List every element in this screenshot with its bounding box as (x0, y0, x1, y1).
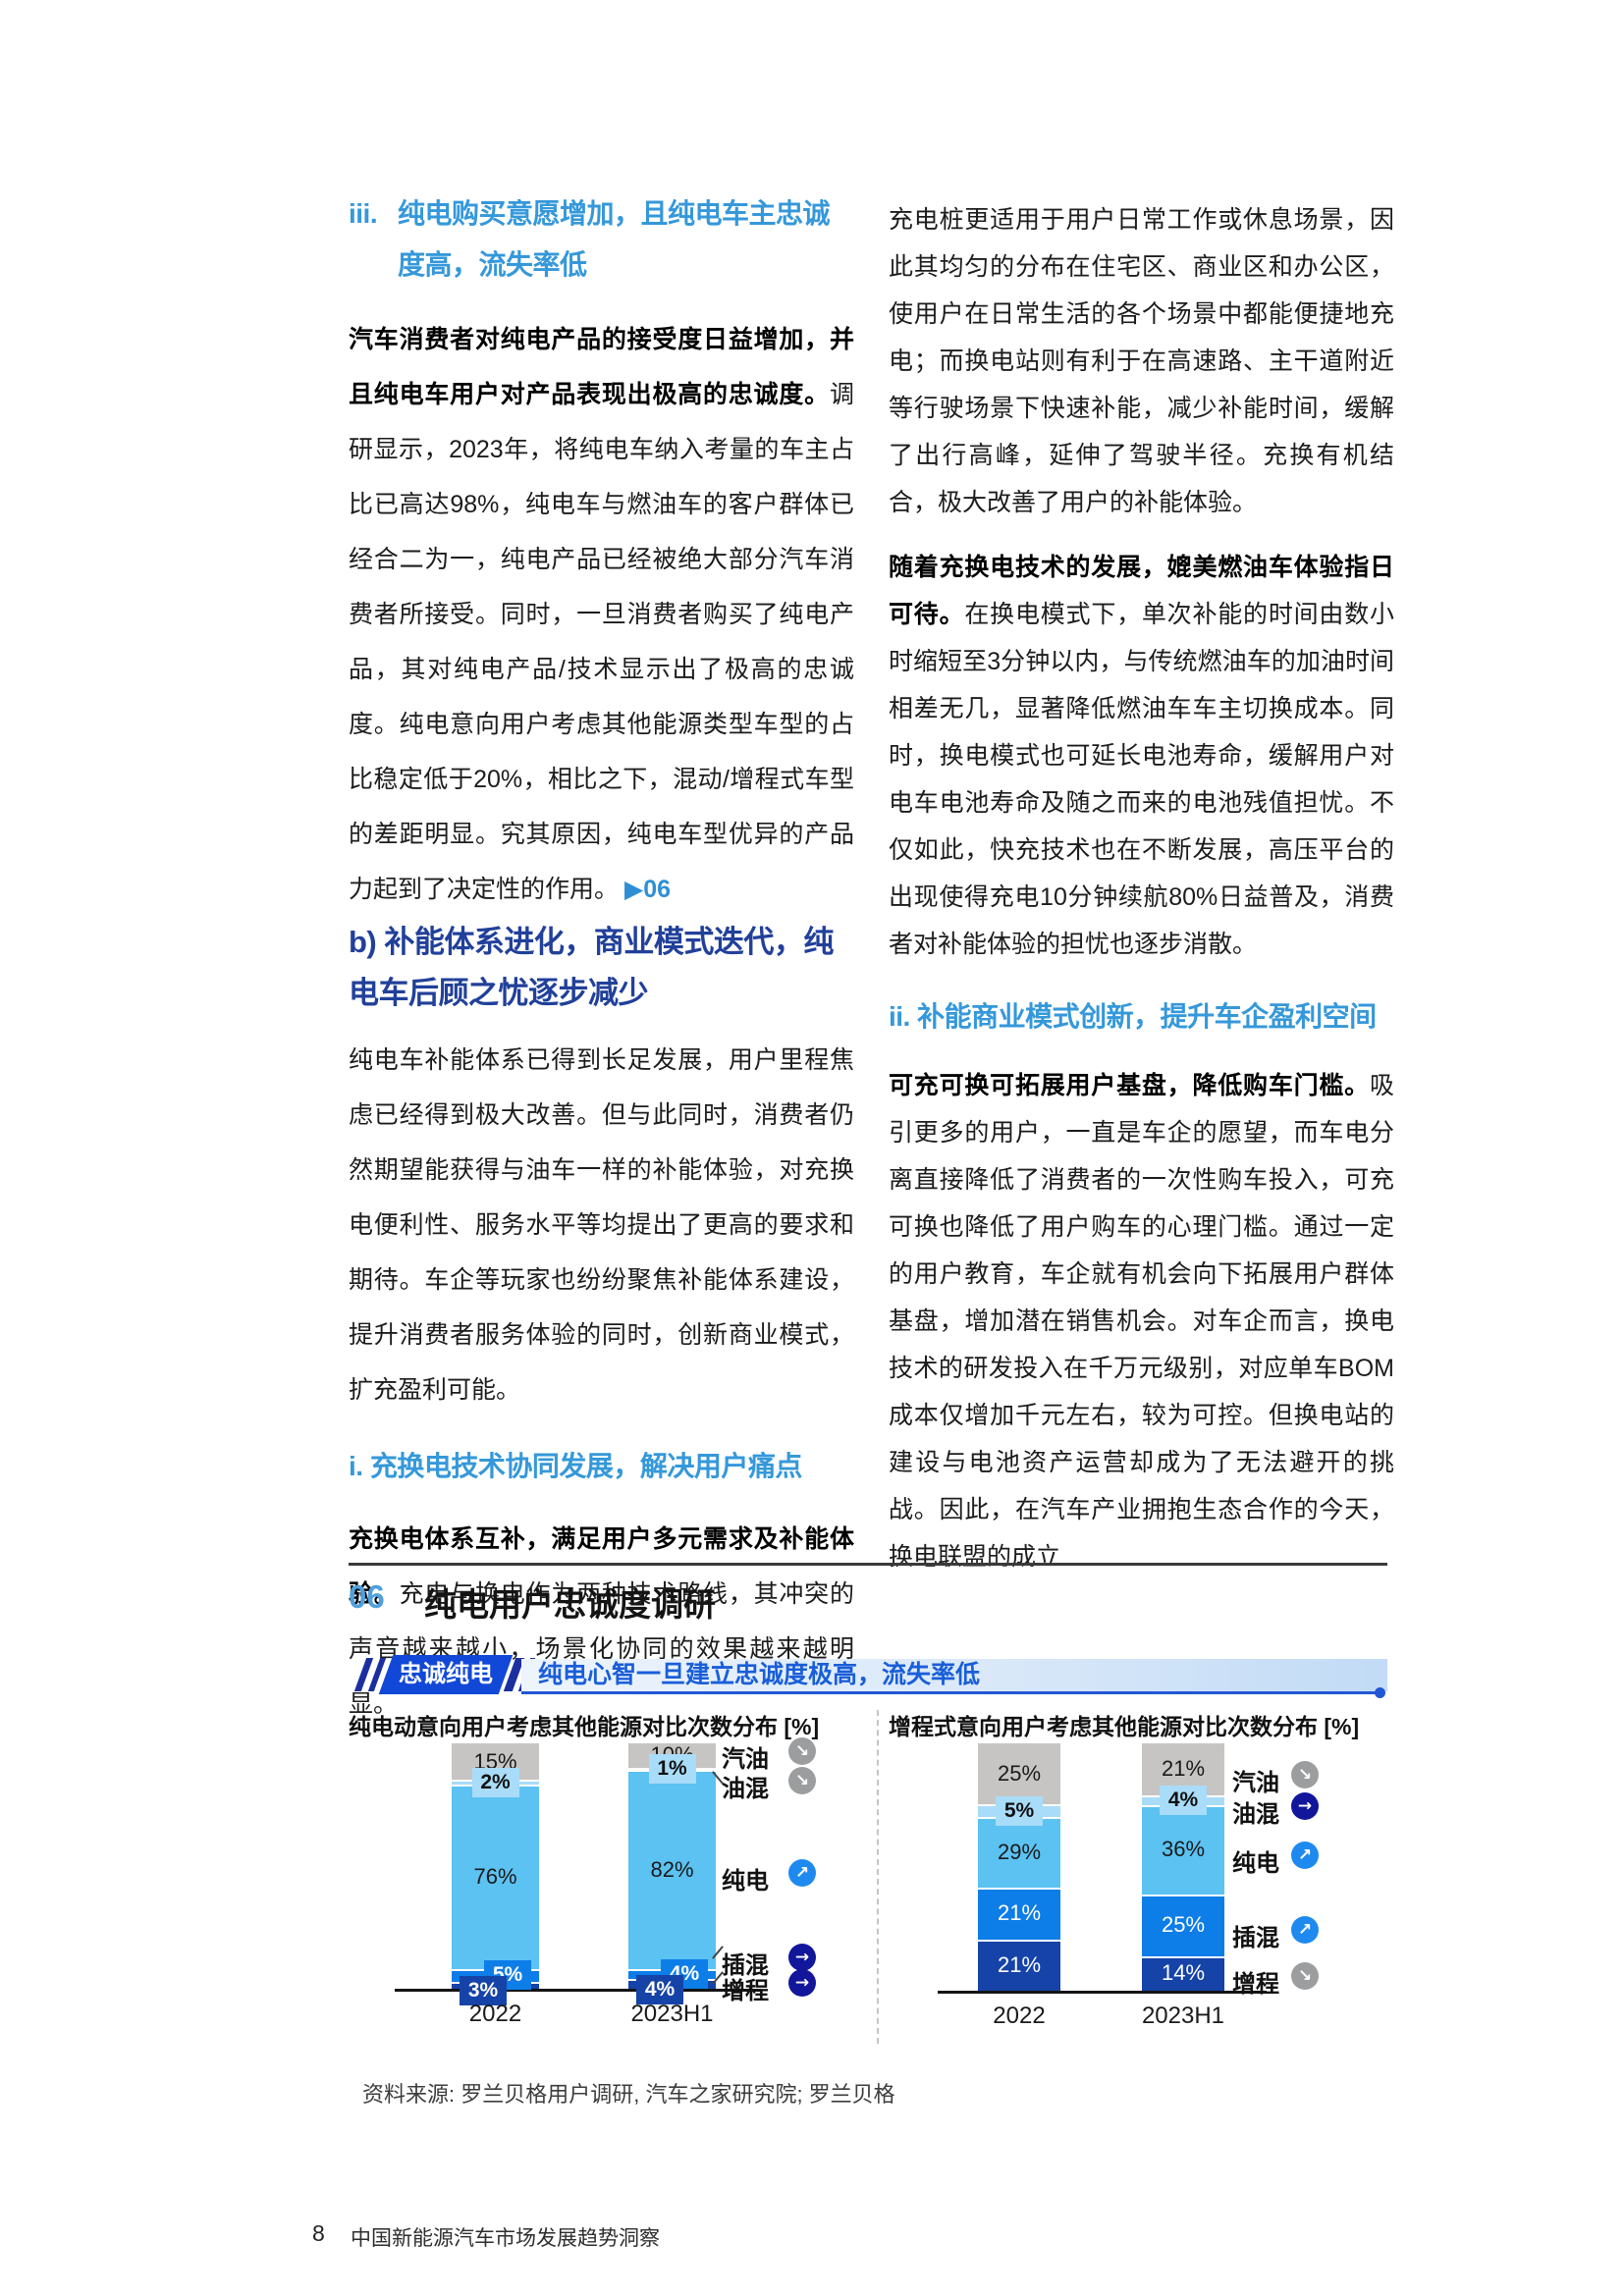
legend-label-油混: 油混 (1232, 1801, 1279, 1828)
bar-segment-汽油 (978, 1743, 1060, 1805)
figure-title: 纯电用户忠诚度调研 (424, 1586, 716, 1623)
trend-down-icon: ↘ (1291, 1962, 1319, 1990)
heading-iii: iii. 纯电购买意愿增加，且纯电车主忠诚度高，流失率低 (349, 188, 854, 291)
banner-tag-label: 忠诚纯电 (399, 1661, 493, 1687)
bar-segment-增程 (978, 1939, 1060, 1991)
paragraph-lead: 充换电体系互补，满足用户多元需求及补能体验。 (349, 1525, 854, 1608)
paragraph-lead: 可充可换可拓展用户基盘，降低购车门槛。 (889, 1072, 1370, 1099)
page-number: 8 (312, 2220, 325, 2246)
axis-category-label: 2023H1 (1141, 2002, 1225, 2029)
trend-flat-icon: → (788, 1944, 816, 1971)
x-axis (395, 1989, 761, 1992)
legend-label-油混: 油混 (722, 1776, 769, 1802)
footer-title: 中国新能源汽车市场发展趋势洞察 (351, 2227, 660, 2250)
legend-label-插混: 插混 (1232, 1925, 1279, 1951)
bar-segment-label: 82% (650, 1856, 694, 1882)
paragraph-business-model: 可充可换可拓展用户基盘，降低购车门槛。吸引更多的用户，一直是车企的愿望，而车电分… (889, 1062, 1394, 1580)
bar-segment-纯电 (452, 1785, 539, 1970)
bar-value-tag: 5% (996, 1795, 1043, 1826)
bar-segment-label: 14% (1161, 1960, 1206, 1986)
paragraph-body: 调研显示，2023年，将纯电车纳入考量的车主占比已高达98%，纯电车与燃油车的客… (349, 381, 854, 903)
trend-up-icon: ↗ (788, 1859, 816, 1887)
bar-segment-插混 (978, 1888, 1060, 1940)
chart-divider (877, 1710, 879, 2044)
bar-value-tag: 4% (636, 1975, 683, 2005)
right-column: 充电桩更适用于用户日常工作或休息场景，因此其均匀的分布在住宅区、商业区和办公区，… (889, 196, 1394, 1580)
chart-title: 纯电动意向用户考虑其他能源对比次数分布 [%] (349, 1714, 820, 1739)
paragraph-bev-loyalty: 汽车消费者对纯电产品的接受度日益增加，并且纯电车用户对产品表现出极高的忠诚度。调… (349, 312, 854, 917)
banner-strip (521, 1659, 1387, 1691)
bar-value-tag: 4% (1160, 1785, 1207, 1815)
figure-reference: ▶06 (624, 876, 672, 903)
bar-segment-label: 76% (473, 1864, 517, 1890)
heading-ii: ii. 补能商业模式创新，提升车企盈利空间 (889, 1001, 1377, 1032)
axis-category-label: 2023H1 (630, 2001, 714, 2027)
legend-label-增程: 增程 (1232, 1971, 1279, 1998)
bar-segment-label: 21% (1161, 1756, 1206, 1782)
paragraph-lead: 随着充换电技术的发展，媲美燃油车体验指日可待。 (889, 554, 1394, 628)
paragraph-body: 吸引更多的用户，一直是车企的愿望，而车电分离直接降低了消费者的一次性购车投入，可… (889, 1072, 1394, 1571)
bar-value-tag: 2% (471, 1767, 519, 1797)
legend-label-汽油: 汽油 (722, 1746, 769, 1773)
heading-iii-text: 纯电购买意愿增加，且纯电车主忠诚度高，流失率低 (398, 198, 831, 280)
legend-label-插混: 插混 (722, 1952, 769, 1979)
heading-iii-marker: iii. (349, 198, 378, 229)
bar-segment-label: 25% (997, 1761, 1042, 1787)
heading-i: i. 充换电技术协同发展，解决用户痛点 (349, 1451, 802, 1481)
axis-category-label: 2022 (993, 2002, 1046, 2029)
trend-flat-icon: → (1291, 1792, 1319, 1820)
figure-number: 06 (349, 1578, 385, 1615)
paragraph-body: 在换电模式下，单次补能的时间由数小时缩短至3分钟以内，与传统燃油车的加油时间相差… (889, 601, 1394, 958)
legend-label-增程: 增程 (722, 1978, 769, 2004)
figure-top-rule (349, 1563, 1387, 1566)
bar-segment-增程 (1142, 1955, 1224, 1991)
chart-bev-intenders: 纯电动意向用户考虑其他能源对比次数分布 [%] 15% 76% 2% 5% 3% 2022… (349, 1706, 874, 2045)
legend-label-纯电: 纯电 (1232, 1850, 1279, 1877)
figure-source: 资料来源: 罗兰贝格用户调研, 汽车之家研究院; 罗兰贝格 (362, 2082, 895, 2107)
legend-label-汽油: 汽油 (1232, 1770, 1279, 1796)
trend-up-icon: ↗ (1291, 1842, 1319, 1869)
bar-segment-插混 (1142, 1894, 1224, 1956)
left-column: iii. 纯电购买意愿增加，且纯电车主忠诚度高，流失率低 汽车消费者对纯电产品的… (349, 188, 854, 1732)
paragraph-charging-system: 纯电车补能体系已得到长足发展，用户里程焦虑已经得到极大改善。但与此同时，消费者仍… (349, 1046, 854, 1404)
paragraph-charging-pile: 充电桩更适用于用户日常工作或休息场景，因此其均匀的分布在住宅区、商业区和办公区，… (889, 206, 1394, 516)
banner-headline: 纯电心智一旦建立忠诚度极高，流失率低 (538, 1661, 981, 1688)
bar-segment-label: 21% (997, 1900, 1042, 1926)
trend-up-icon: ↗ (1291, 1916, 1319, 1944)
legend-label-纯电: 纯电 (722, 1868, 769, 1895)
paragraph-lead: 汽车消费者对纯电产品的接受度日益增加，并且纯电车用户对产品表现出极高的忠诚度。 (349, 326, 854, 408)
bar-segment-label: 29% (997, 1840, 1042, 1865)
chart-erev-intenders: 增程式意向用户考虑其他能源对比次数分布 [%] 25% 29% 21% 21% 5% 20… (889, 1706, 1384, 2045)
heading-b: b) 补能体系进化，商业模式迭代，纯电车后顾之忧逐步减少 (349, 925, 834, 1010)
trend-down-icon: ↘ (788, 1767, 816, 1794)
axis-category-label: 2022 (468, 2001, 522, 2027)
chart-title: 增程式意向用户考虑其他能源对比次数分布 [%] (889, 1714, 1360, 1739)
bar-value-tag: 1% (648, 1754, 696, 1785)
bar-segment-label: 21% (997, 1951, 1042, 1977)
banner-underline (521, 1691, 1379, 1694)
trend-down-icon: ↘ (788, 1737, 816, 1765)
bar-segment-label: 36% (1161, 1837, 1206, 1862)
bar-value-tag: 3% (460, 1976, 507, 2006)
bar-segment-纯电 (628, 1770, 716, 1970)
trend-flat-icon: → (788, 1969, 816, 1997)
banner-underline-dot (1375, 1687, 1385, 1698)
trend-down-icon: ↘ (1291, 1761, 1319, 1789)
x-axis (938, 1991, 1267, 1994)
paragraph-swap-experience: 随着充换电技术的发展，媲美燃油车体验指日可待。在换电模式下，单次补能的时间由数小… (889, 544, 1394, 968)
bar-segment-label: 25% (1161, 1912, 1206, 1938)
